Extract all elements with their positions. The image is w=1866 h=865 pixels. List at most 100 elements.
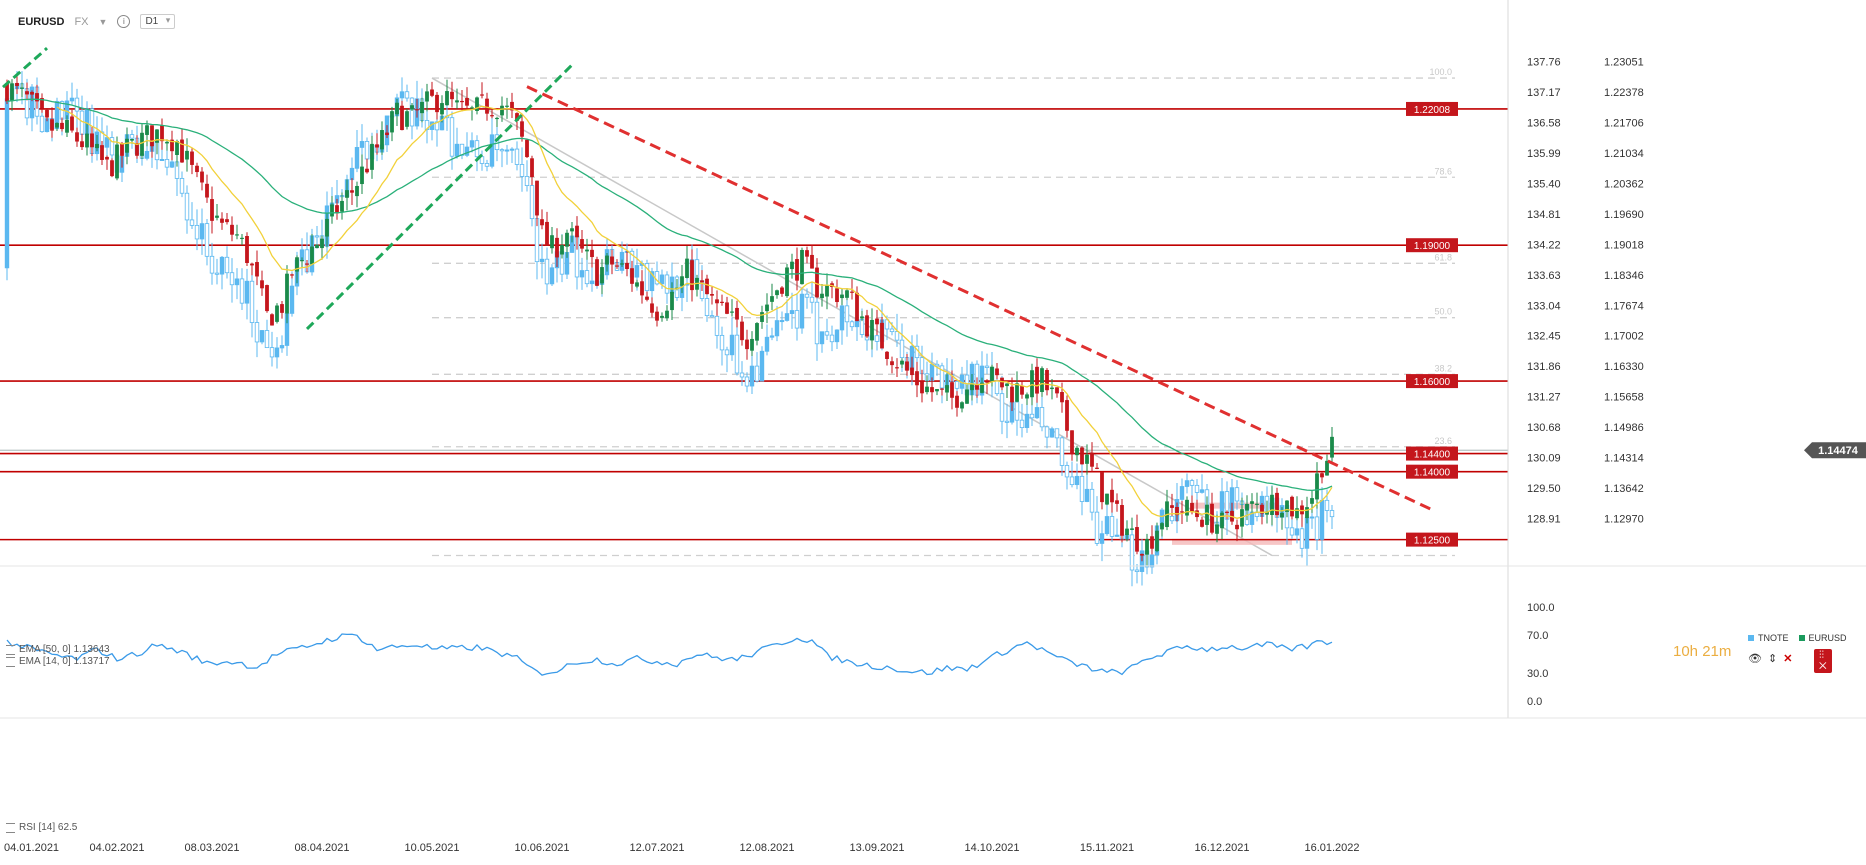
candle-body (920, 381, 924, 394)
candle-body (1205, 504, 1209, 525)
candle-body (1115, 500, 1119, 504)
candle-body (815, 267, 819, 298)
tnote-candle (1114, 534, 1120, 537)
tnote-candle (499, 149, 505, 152)
candle-body (1075, 447, 1079, 456)
candle-body (435, 94, 439, 113)
level-labels: 1.22008 1.19000 1.16000 1.14400 1.14000 1.125… (1406, 101, 1866, 547)
x-tick-label: 08.03.2021 (184, 842, 239, 854)
tnote-candle (509, 148, 515, 151)
candle-body (1110, 489, 1114, 503)
tnote-candle (704, 298, 710, 316)
indicator-menu-icon[interactable] (6, 644, 15, 655)
legend-tnote[interactable]: TNOTE (1748, 633, 1789, 643)
uptrend-line-2 (305, 63, 574, 331)
candle-body (380, 130, 384, 150)
indicator-menu-icon[interactable] (6, 822, 15, 833)
tnote-candle (259, 330, 265, 343)
fib-level-label: 50.0 (1434, 307, 1452, 317)
tnote-candle (1104, 516, 1110, 535)
tnote-candle (769, 335, 775, 338)
candle-body (950, 382, 954, 398)
chevron-down-icon[interactable]: ▼ (98, 16, 108, 27)
candle-body (595, 259, 599, 286)
tnote-candle (1179, 486, 1185, 500)
tnote-candle (794, 310, 800, 329)
tnote-candle (1029, 413, 1035, 419)
tnote-candle (404, 91, 410, 99)
fib-level-label: 23.6 (1434, 436, 1452, 446)
tnote-candle (79, 110, 85, 135)
y-tick-label-left: 137.17 (1527, 87, 1561, 99)
candle-body (185, 150, 189, 160)
tnote-candle (279, 345, 285, 349)
candle-body (1000, 377, 1004, 388)
candle-type-button[interactable]: ⫶⫶ ✕ (1814, 649, 1832, 673)
candle-body (495, 117, 499, 120)
candle-body (875, 318, 879, 325)
tnote-candle (229, 272, 235, 286)
tnote-candle (224, 256, 230, 274)
candle-body (685, 258, 689, 278)
candle-body (445, 91, 449, 106)
ema50-label: EMA [50, 0] 1.13643 (19, 644, 110, 655)
tnote-candle (489, 134, 495, 167)
ema14-line (56, 105, 1333, 519)
y-tick-label-right: 1.14986 (1604, 422, 1644, 434)
candle-body (195, 165, 199, 173)
candle-body (1285, 500, 1289, 512)
candle-body (1275, 492, 1279, 516)
candle-body (335, 205, 339, 214)
candle-body (505, 105, 509, 107)
tnote-candle (759, 350, 765, 382)
candle-body (840, 294, 844, 299)
tnote-candle (1019, 419, 1025, 429)
tnote-candle (1329, 510, 1335, 518)
candle-body (850, 291, 854, 293)
candle-body (310, 246, 314, 265)
reorder-icon[interactable]: ⇕ (1767, 653, 1778, 665)
info-icon[interactable]: i (117, 15, 131, 28)
tnote-candle (1294, 528, 1300, 536)
close-icon[interactable]: ✕ (1783, 653, 1793, 665)
x-tick-label: 13.09.2021 (849, 842, 904, 854)
candle-body (305, 263, 309, 265)
candle-body (145, 125, 149, 135)
tnote-candle (709, 315, 715, 318)
tnote-candle (744, 376, 750, 387)
candle-timer: 10h 21m (1673, 643, 1732, 660)
candle-body (555, 237, 559, 258)
tnote-candle (39, 115, 45, 133)
candle-body (460, 100, 464, 103)
ema50-legend[interactable]: EMA [50, 0] 1.13643 (6, 644, 110, 655)
tnote-candle (1324, 499, 1330, 511)
tnote-candle (1044, 426, 1050, 438)
candle-body (705, 278, 709, 295)
market-label: FX (74, 15, 89, 28)
rsi-legend[interactable]: RSI [14] 62.5 (6, 822, 77, 833)
candle-body (250, 263, 254, 266)
tnote-candle (179, 178, 185, 194)
tnote-candle (269, 347, 275, 358)
timeframe-select[interactable]: D1 (140, 14, 176, 29)
candle-body (100, 145, 104, 160)
legend-eurusd[interactable]: EURUSD (1798, 633, 1847, 643)
candle-body (580, 239, 584, 249)
candle-body (780, 287, 784, 294)
symbol-label[interactable]: EURUSD (18, 15, 65, 28)
candle-body (330, 204, 334, 217)
indicator-menu-icon[interactable] (6, 656, 15, 667)
tnote-candle (219, 256, 225, 275)
ema14-legend[interactable]: EMA [14, 0] 1.13717 (6, 656, 110, 667)
candle-body (465, 97, 469, 106)
tnote-candle (364, 141, 370, 160)
tnote-candle (884, 319, 890, 330)
tnote-candle (1054, 428, 1060, 439)
candle-body (160, 125, 164, 142)
y-tick-label-right: 1.19690 (1604, 209, 1644, 221)
eye-icon[interactable]: 👁 (1748, 653, 1762, 665)
candle-body (1015, 383, 1019, 402)
candle-body (140, 132, 144, 156)
